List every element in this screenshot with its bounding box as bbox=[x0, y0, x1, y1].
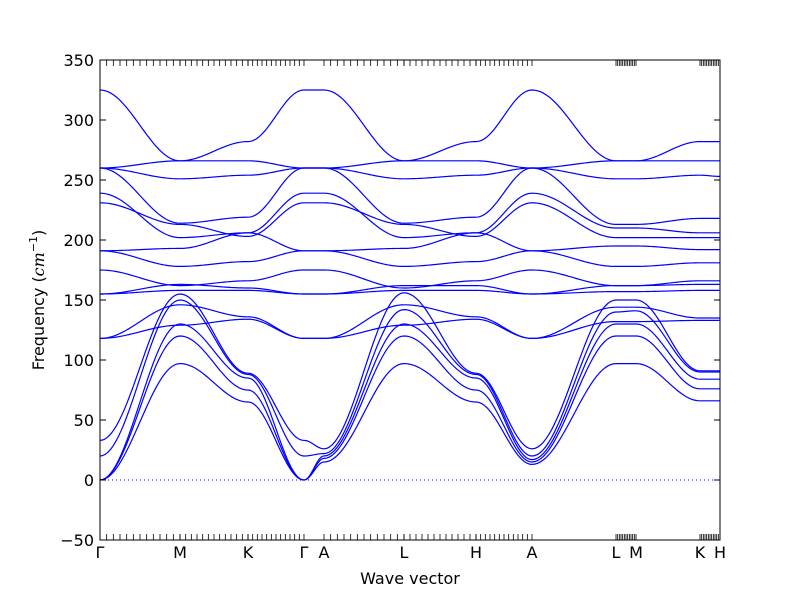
band-17 bbox=[100, 160, 720, 169]
band-18 bbox=[100, 89, 720, 162]
band-4 bbox=[100, 299, 720, 457]
band-3 bbox=[100, 323, 720, 481]
band-7 bbox=[100, 304, 720, 340]
band-2 bbox=[100, 335, 720, 481]
x-tick-label: M bbox=[629, 543, 643, 562]
x-tick-label: M bbox=[173, 543, 187, 562]
y-axis-label-exponent: −1 bbox=[27, 236, 40, 252]
x-tick-label: K bbox=[243, 543, 254, 562]
y-tick-label: 250 bbox=[63, 171, 94, 190]
y-tick-label: 100 bbox=[63, 351, 94, 370]
band-8 bbox=[100, 289, 720, 295]
band-16 bbox=[100, 167, 720, 180]
band-14 bbox=[100, 192, 720, 239]
x-tick-label: A bbox=[527, 543, 538, 562]
band-10 bbox=[100, 269, 720, 289]
band-9 bbox=[100, 283, 720, 295]
x-tick-label: H bbox=[470, 543, 482, 562]
y-axis-label-suffix: ) bbox=[29, 230, 48, 236]
x-tick-label: L bbox=[612, 543, 621, 562]
y-axis-label-prefix: Frequency ( bbox=[29, 276, 48, 370]
x-tick-label: A bbox=[319, 543, 330, 562]
y-axis-label-unit: cm bbox=[29, 252, 48, 276]
y-tick-label: 0 bbox=[84, 471, 94, 490]
x-tick-label: L bbox=[400, 543, 409, 562]
plot-area bbox=[100, 89, 720, 481]
y-tick-label: 200 bbox=[63, 231, 94, 250]
band-15 bbox=[100, 167, 720, 225]
y-axis-label: Frequency (cm−1) bbox=[27, 230, 48, 371]
band-5 bbox=[100, 292, 720, 450]
band-11 bbox=[100, 250, 720, 268]
y-tick-label: 150 bbox=[63, 291, 94, 310]
x-tick-label: H bbox=[714, 543, 726, 562]
x-axis-label: Wave vector bbox=[360, 569, 460, 588]
y-tick-label: 350 bbox=[63, 51, 94, 70]
y-tick-label: 300 bbox=[63, 111, 94, 130]
band-6 bbox=[100, 318, 720, 340]
x-tick-label: K bbox=[695, 543, 706, 562]
x-tick-label: Γ bbox=[96, 543, 105, 562]
y-tick-label: −50 bbox=[60, 531, 94, 550]
x-tick-label: Γ bbox=[300, 543, 309, 562]
band-1 bbox=[100, 362, 720, 481]
y-tick-label: 50 bbox=[74, 411, 94, 430]
band-13 bbox=[100, 202, 720, 239]
